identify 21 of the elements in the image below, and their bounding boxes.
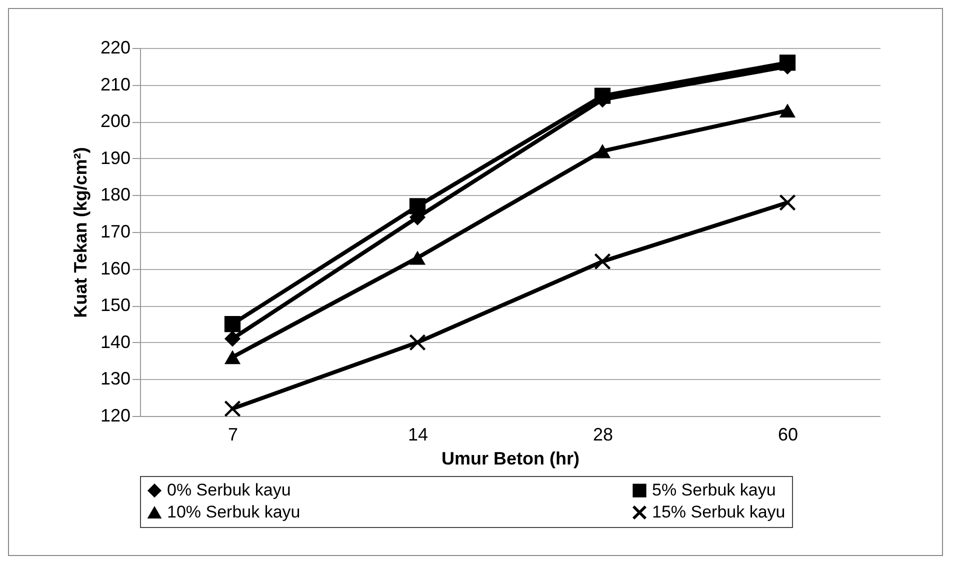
y-tick-label: 190 <box>100 148 130 168</box>
y-tick-label: 200 <box>100 111 130 132</box>
x-tick-label: 7 <box>228 424 238 444</box>
y-tick-label: 180 <box>100 184 130 205</box>
y-tick-label: 220 <box>100 38 130 58</box>
y-tick-label: 140 <box>100 332 130 352</box>
y-tick-label: 150 <box>100 295 130 316</box>
y-tick-label: 120 <box>100 406 130 426</box>
x-tick-label: 60 <box>778 424 798 444</box>
legend-label: 15% Serbuk kayu <box>652 502 786 522</box>
y-tick-label: 130 <box>100 368 130 389</box>
x-tick-label: 14 <box>408 424 428 444</box>
x-tick-label: 28 <box>592 424 614 444</box>
legend-label: 5% Serbuk kayu <box>652 480 776 500</box>
y-axis-title: Kuat Tekan (kg/cm²) <box>70 147 90 318</box>
legend-label: 0% Serbuk kayu <box>167 480 291 500</box>
x-axis-title: Umur Beton (hr) <box>442 448 580 468</box>
y-tick-label: 210 <box>100 74 130 94</box>
legend-label: 10% Serbuk kayu <box>167 502 300 522</box>
y-tick-label: 170 <box>100 222 130 242</box>
y-tick-label: 160 <box>100 258 130 278</box>
